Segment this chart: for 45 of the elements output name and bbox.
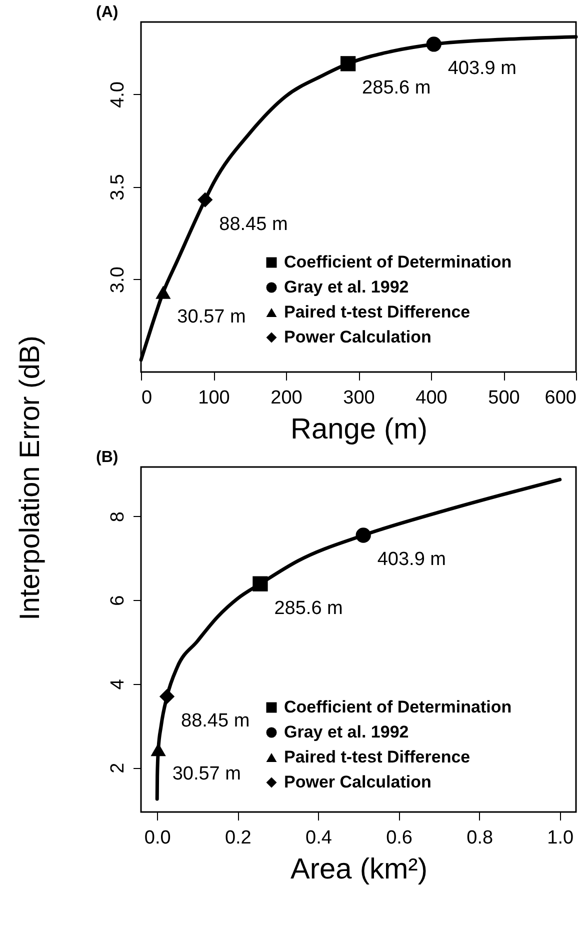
annotation: 403.9 m (377, 549, 446, 570)
legend-label: Gray et al. 1992 (284, 722, 409, 742)
point (150, 743, 166, 756)
annotation: 88.45 m (181, 710, 250, 732)
point (159, 688, 175, 704)
x-axis-title: Area (km²) (290, 854, 428, 886)
x-tick-label: 400 (416, 388, 448, 408)
x-tick-label: 600 (544, 388, 576, 408)
chart-title: (B) (96, 449, 118, 466)
annotation: 88.45 m (219, 214, 288, 235)
y-tick-label: 4.0 (108, 82, 128, 108)
x-tick-label: 300 (343, 388, 375, 408)
legend-label: Gray et al. 1992 (284, 278, 409, 296)
y-axis-title: Interpolation Error (dB) (14, 336, 46, 620)
legend-label: Coefficient of Determination (284, 252, 512, 272)
x-axis-title: Range (m) (290, 414, 428, 446)
legend-label: Paired t-test Difference (284, 302, 470, 322)
x-tick-label: 500 (488, 388, 520, 408)
annotation: 285.6 m (362, 78, 431, 99)
legend-label: Power Calculation (284, 772, 432, 792)
y-tick-label: 2 (108, 762, 128, 774)
annotation: 285.6 m (274, 598, 343, 619)
x-tick-label: 0.8 (466, 828, 494, 848)
annotation: 30.57 m (177, 306, 246, 328)
legend-label: Paired t-test Difference (284, 748, 470, 766)
x-tick-label: 1.0 (547, 828, 574, 848)
legend-label: Power Calculation (284, 328, 432, 346)
annotation: 30.57 m (172, 764, 241, 785)
point (252, 576, 268, 592)
y-tick-label: 6 (108, 595, 128, 606)
x-tick-label: 0.2 (224, 828, 252, 848)
x-tick-label: 200 (270, 388, 302, 408)
x-tick-label: 100 (198, 388, 230, 408)
annotation: 403.9 m (448, 58, 516, 80)
y-tick-label: 3.0 (108, 266, 128, 294)
y-tick-label: 4 (108, 678, 128, 690)
point (356, 528, 371, 543)
y-tick-label: 3.5 (108, 174, 128, 201)
x-tick-label: 0 (142, 388, 152, 408)
y-tick-label: 8 (108, 512, 128, 522)
x-tick-label: 0.6 (386, 828, 412, 848)
x-tick-label: 0.0 (144, 828, 171, 848)
legend-label: Coefficient of Determination (284, 698, 512, 716)
chart-title: (A) (96, 4, 118, 21)
x-tick-label: 0.4 (306, 828, 332, 848)
